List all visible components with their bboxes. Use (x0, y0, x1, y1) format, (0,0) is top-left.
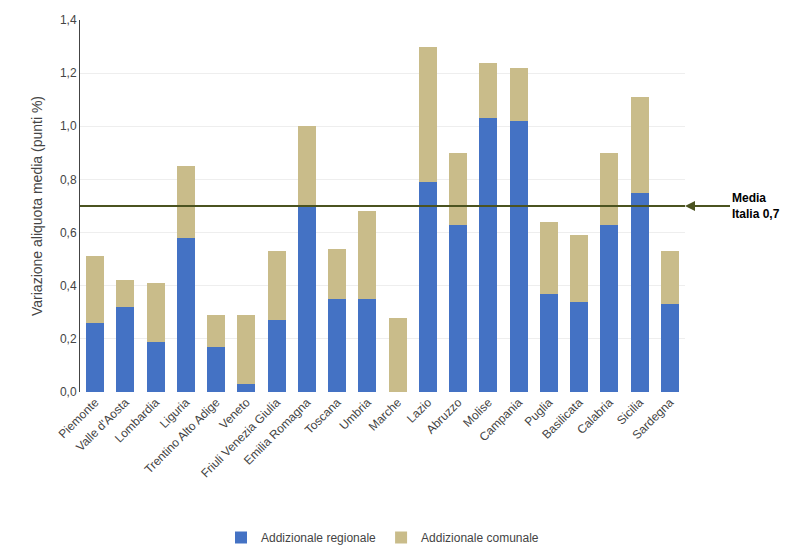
svg-text:1,2: 1,2 (60, 66, 77, 80)
svg-text:0,0: 0,0 (60, 385, 77, 399)
svg-text:Sardegna: Sardegna (630, 395, 677, 442)
svg-text:0,8: 0,8 (60, 173, 77, 187)
svg-text:Veneto: Veneto (216, 395, 253, 432)
svg-text:Addizionale regionale: Addizionale regionale (261, 531, 376, 545)
svg-text:1,0: 1,0 (60, 119, 77, 133)
svg-text:Friuli Venezia Giulia: Friuli Venezia Giulia (198, 395, 283, 480)
svg-text:Addizionale comunale: Addizionale comunale (421, 531, 539, 545)
svg-text:Marche: Marche (366, 395, 404, 433)
svg-text:Umbria: Umbria (336, 395, 373, 432)
svg-text:MediaItalia 0,7: MediaItalia 0,7 (732, 191, 780, 221)
svg-text:Emilia Romagna: Emilia Romagna (241, 395, 313, 467)
svg-text:Toscana: Toscana (302, 395, 344, 437)
svg-text:0,4: 0,4 (60, 279, 77, 293)
svg-text:Puglia: Puglia (522, 395, 556, 429)
svg-text:Piemonte: Piemonte (56, 395, 102, 441)
svg-text:1,4: 1,4 (60, 13, 77, 27)
svg-text:Sicilia: Sicilia (614, 395, 646, 427)
svg-text:Molise: Molise (460, 395, 495, 430)
svg-text:Liguria: Liguria (157, 395, 193, 431)
svg-text:Basilicata: Basilicata (539, 395, 585, 441)
svg-text:Trentino Alto Adige: Trentino Alto Adige (142, 395, 223, 476)
svg-text:Variazione aliquota media (pun: Variazione aliquota media (punti %) (29, 96, 45, 316)
svg-text:Lazio: Lazio (404, 395, 434, 425)
svg-text:0,2: 0,2 (60, 332, 77, 346)
svg-text:Valle d'Aosta: Valle d'Aosta (73, 395, 132, 454)
svg-text:Abruzzo: Abruzzo (423, 395, 464, 436)
svg-text:0,6: 0,6 (60, 226, 77, 240)
svg-text:Lombardia: Lombardia (112, 395, 162, 445)
svg-text:Campania: Campania (476, 395, 525, 444)
svg-text:Calabria: Calabria (574, 395, 616, 437)
